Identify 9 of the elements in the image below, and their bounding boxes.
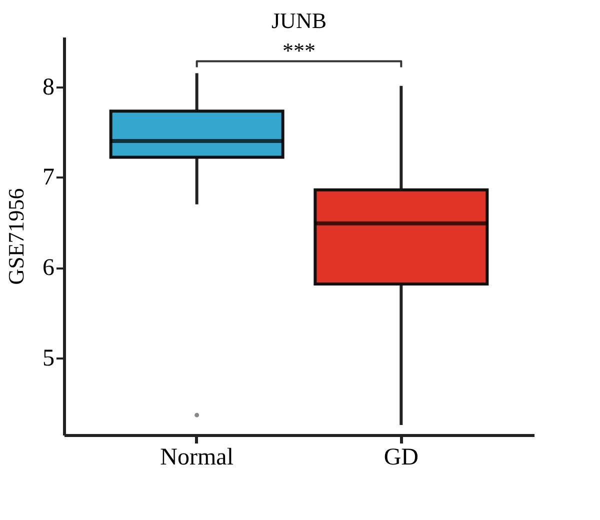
- y-tick-label: 5: [42, 346, 54, 372]
- x-tick-label: GD: [384, 444, 419, 470]
- y-tick-label: 8: [42, 74, 54, 100]
- x-tick-label: Normal: [160, 444, 234, 470]
- annotation: ***: [282, 38, 316, 64]
- y-tick-label: 6: [42, 255, 54, 282]
- y-axis-title: GSE71956: [4, 188, 28, 285]
- y-tick-label: 7: [42, 164, 54, 191]
- chart-title: JUNB: [271, 8, 327, 33]
